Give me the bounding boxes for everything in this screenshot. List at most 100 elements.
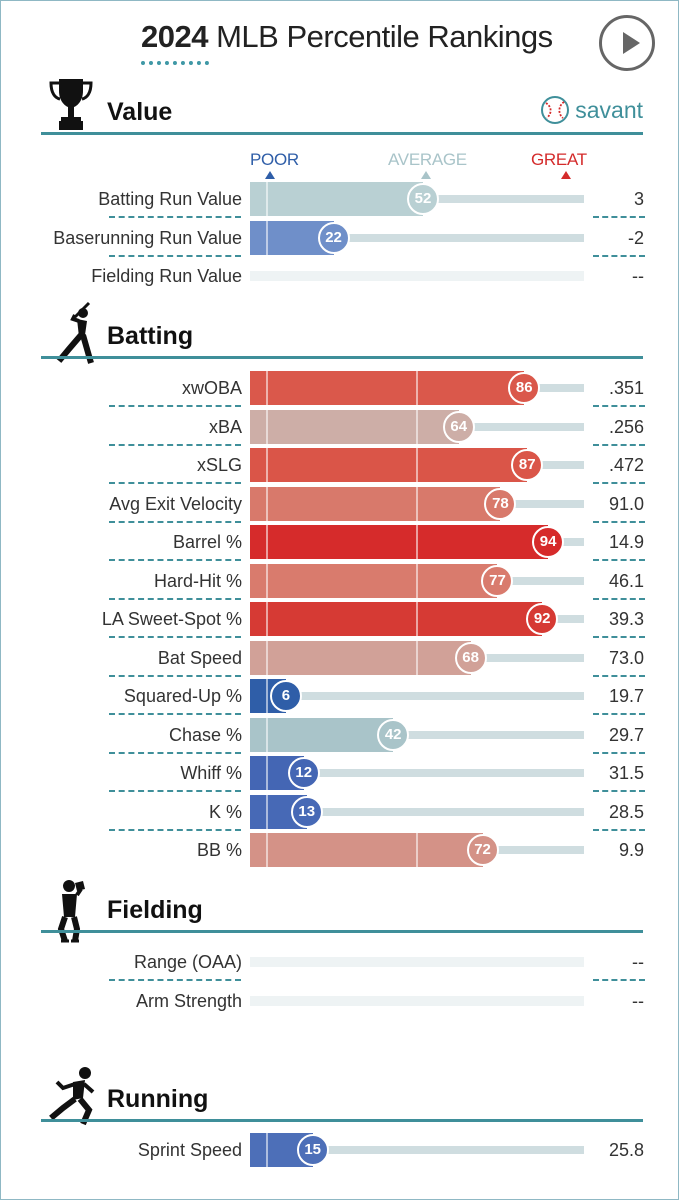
percentile-tick <box>265 717 268 752</box>
percentile-bubble[interactable]: 22 <box>317 221 350 254</box>
row-divider-left <box>109 520 241 523</box>
section-rule <box>41 1119 643 1122</box>
percentile-tick <box>416 563 418 598</box>
percentile-tick <box>265 563 268 598</box>
percentile-bubble[interactable]: 87 <box>511 449 544 481</box>
row-divider-right <box>593 254 645 257</box>
metric-row[interactable]: LA Sweet-Spot % 92 39.3 <box>1 601 678 639</box>
percentile-bar <box>250 563 498 598</box>
metric-value: 19.7 <box>608 686 644 706</box>
percentile-tick <box>416 525 418 559</box>
row-divider-right <box>593 216 645 218</box>
percentile-bubble[interactable]: 6 <box>269 680 302 712</box>
metric-row[interactable]: Whiff % 12 31.5 <box>1 755 678 793</box>
percentile-bar <box>250 486 501 521</box>
percentile-track <box>250 807 584 816</box>
metric-row[interactable]: Hard-Hit % 77 46.1 <box>1 563 678 601</box>
row-divider-left <box>109 751 241 754</box>
metric-value: 31.5 <box>608 763 644 783</box>
row-divider-left <box>109 636 241 638</box>
percentile-tick <box>416 448 418 482</box>
scale-poor-arrow <box>265 171 275 179</box>
row-divider-right <box>593 559 645 561</box>
row-divider-left <box>109 216 241 218</box>
title-text: MLB Percentile Rankings <box>216 19 553 54</box>
section-rule <box>41 132 643 135</box>
row-divider-left <box>109 254 241 257</box>
metric-row[interactable]: K % 13 28.5 <box>1 794 678 832</box>
percentile-bubble[interactable]: 15 <box>296 1134 329 1166</box>
metric-row[interactable]: Baserunning Run Value 22 -2 <box>1 220 678 258</box>
percentile-tick <box>416 602 418 636</box>
percentile-bar <box>250 640 471 675</box>
percentile-bubble[interactable]: 42 <box>377 718 410 751</box>
scale-average-arrow <box>421 171 431 179</box>
section-batting-header: Batting <box>41 301 643 364</box>
percentile-bubble[interactable]: 64 <box>442 410 475 443</box>
metric-row[interactable]: Squared-Up % 6 19.7 <box>1 678 678 716</box>
metric-value: 28.5 <box>608 801 644 822</box>
metric-row[interactable]: Barrel % 94 14.9 <box>1 524 678 562</box>
percentile-bubble[interactable]: 52 <box>406 183 439 215</box>
percentile-bubble[interactable]: 13 <box>290 795 323 828</box>
percentile-tick <box>265 220 268 255</box>
metric-row[interactable]: xSLG 87 .472 <box>1 447 678 485</box>
row-divider-left <box>109 674 241 677</box>
title-year: 2024 <box>141 19 208 54</box>
percentile-bubble[interactable]: 68 <box>454 641 487 674</box>
percentile-bubble[interactable]: 72 <box>466 834 499 866</box>
metric-value: 9.9 <box>618 840 644 860</box>
metric-value: -- <box>632 952 644 972</box>
percentile-tick <box>416 409 418 444</box>
percentile-bubble[interactable]: 86 <box>508 372 541 404</box>
section-running-header: Running <box>41 1067 643 1126</box>
metric-row[interactable]: Bat Speed 68 73.0 <box>1 640 678 678</box>
title-underline <box>141 61 209 65</box>
metric-row[interactable]: Range (OAA) -- <box>1 944 678 982</box>
metric-label: xSLG <box>196 455 242 475</box>
row-divider-right <box>593 636 645 638</box>
scale-average-label: AVERAGE <box>388 150 467 169</box>
percentile-tick <box>416 486 418 521</box>
percentile-bubble[interactable]: 94 <box>532 526 565 558</box>
section-value-header: Value savant <box>41 79 643 135</box>
play-button[interactable] <box>599 15 655 71</box>
metric-label: Arm Strength <box>135 990 242 1011</box>
percentile-tick <box>265 679 268 713</box>
percentile-bubble[interactable]: 12 <box>287 757 320 789</box>
scale-poor-label: POOR <box>250 150 299 169</box>
metric-row[interactable]: Sprint Speed 15 25.8 <box>1 1132 678 1170</box>
percentile-tick <box>265 525 268 559</box>
savant-logo[interactable]: savant <box>540 95 643 125</box>
metric-row[interactable]: BB % 72 9.9 <box>1 832 678 870</box>
metric-row[interactable]: xwOBA 86 .351 <box>1 370 678 408</box>
metric-label: Bat Speed <box>157 647 242 668</box>
percentile-track <box>250 730 584 739</box>
section-rule <box>41 930 643 933</box>
percentile-bar <box>250 448 528 482</box>
row-divider-left <box>109 482 241 484</box>
metric-row[interactable]: Fielding Run Value -- <box>1 258 678 296</box>
percentile-tick <box>265 486 268 521</box>
percentile-bubble[interactable]: 77 <box>481 564 514 597</box>
metric-value: -2 <box>627 227 644 248</box>
metric-value: .256 <box>608 416 644 437</box>
metric-value: 73.0 <box>608 647 644 668</box>
metric-row[interactable]: xBA 64 .256 <box>1 409 678 447</box>
metric-value: 29.7 <box>608 724 644 745</box>
metric-row[interactable]: Avg Exit Velocity 78 91.0 <box>1 486 678 524</box>
row-divider-right <box>593 520 645 523</box>
metric-row[interactable]: Batting Run Value 52 3 <box>1 181 678 219</box>
percentile-bubble[interactable]: 92 <box>526 603 559 635</box>
row-divider-right <box>593 674 645 677</box>
metric-row[interactable]: Arm Strength -- <box>1 983 678 1021</box>
section-title-fielding: Fielding <box>107 896 203 924</box>
section-fielding-header: Fielding <box>41 880 643 943</box>
scale-great-arrow <box>561 171 571 179</box>
percentile-bar <box>250 371 525 405</box>
row-divider-left <box>109 597 241 600</box>
percentile-tick <box>416 371 418 405</box>
metric-row[interactable]: Chase % 42 29.7 <box>1 717 678 755</box>
percentile-bar <box>250 833 483 867</box>
percentile-bubble[interactable]: 78 <box>484 487 517 520</box>
